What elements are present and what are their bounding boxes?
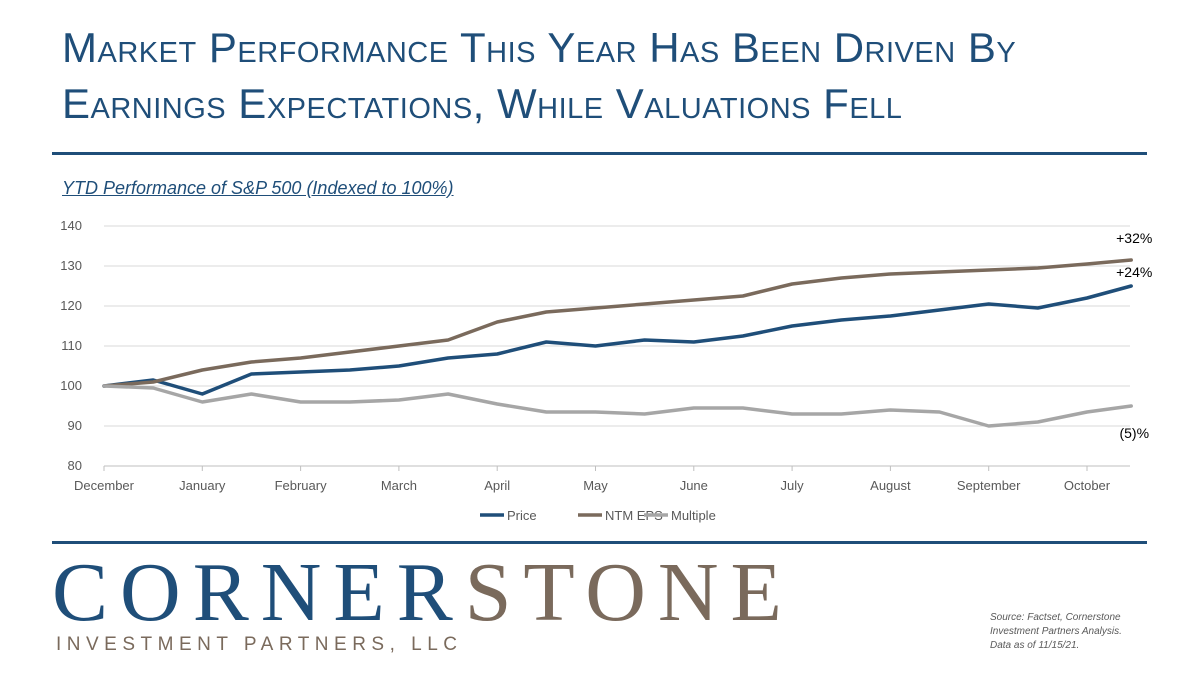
page-title: Market Performance This Year Has Been Dr… [62, 20, 1172, 132]
x-tick-label: March [381, 478, 417, 493]
x-tick-label: January [179, 478, 226, 493]
source-note: Source: Factset, Cornerstone Investment … [990, 611, 1160, 653]
chart-axes: 80 90 100 110 120 130 140 December January Februa… [60, 218, 1130, 493]
x-tick-label: August [870, 478, 911, 493]
chart-title: YTD Performance of S&P 500 (Indexed to 1… [62, 178, 454, 198]
source-line-2: Investment Partners Analysis. [990, 626, 1122, 637]
y-tick-label: 80 [68, 458, 82, 473]
title-line-2: Earnings Expectations, While Valuations … [62, 80, 903, 127]
logo-subtitle: INVESTMENT PARTNERS, LLC [56, 634, 463, 655]
series-line-price [102, 284, 1133, 396]
source-line-1: Source: Factset, Cornerstone [990, 612, 1121, 623]
y-tick-label: 90 [68, 418, 82, 433]
chart-grid [104, 225, 1130, 427]
company-logo: CORNERSTONE [52, 548, 794, 638]
x-tick-label: June [680, 478, 708, 493]
y-tick-label: 100 [60, 378, 82, 393]
legend-label: NTM EPS [605, 508, 663, 523]
x-tick-label: October [1064, 478, 1111, 493]
chart-legend: Price NTM EPS Multiple [480, 508, 716, 523]
annotation-label: (5)% [1119, 425, 1149, 441]
chart-annotations: +32% +24% (5)% [1116, 230, 1152, 441]
y-tick-label: 120 [60, 298, 82, 313]
y-tick-label: 130 [60, 258, 82, 273]
top-divider [52, 152, 1147, 155]
x-tick-label: December [74, 478, 135, 493]
legend-label: Multiple [671, 508, 716, 523]
legend-item-ntm-eps: NTM EPS [578, 508, 663, 523]
series-line-multiple [102, 384, 1133, 428]
line-chart: 80 90 100 110 120 130 140 December January Februa… [60, 218, 1152, 523]
legend-item-multiple: Multiple [644, 508, 716, 523]
x-tick-label: July [781, 478, 805, 493]
annotation-label: +24% [1116, 264, 1152, 280]
y-tick-label: 110 [61, 338, 82, 353]
logo-word-part-2: STONE [464, 546, 794, 639]
x-tick-label: May [583, 478, 608, 493]
title-line-1: Market Performance This Year Has Been Dr… [62, 24, 1017, 71]
annotation-label: +32% [1116, 230, 1152, 246]
x-tick-label: September [957, 478, 1021, 493]
legend-item-price: Price [480, 508, 537, 523]
series-line-ntm-eps [102, 258, 1133, 388]
x-tick-label: February [275, 478, 328, 493]
chart-series [102, 258, 1133, 428]
bottom-divider [52, 541, 1147, 544]
source-line-3: Data as of 11/15/21. [990, 640, 1080, 651]
legend-label: Price [507, 508, 537, 523]
y-tick-label: 140 [60, 218, 82, 233]
x-tick-label: April [484, 478, 510, 493]
logo-word-part-1: CORNER [52, 546, 465, 639]
